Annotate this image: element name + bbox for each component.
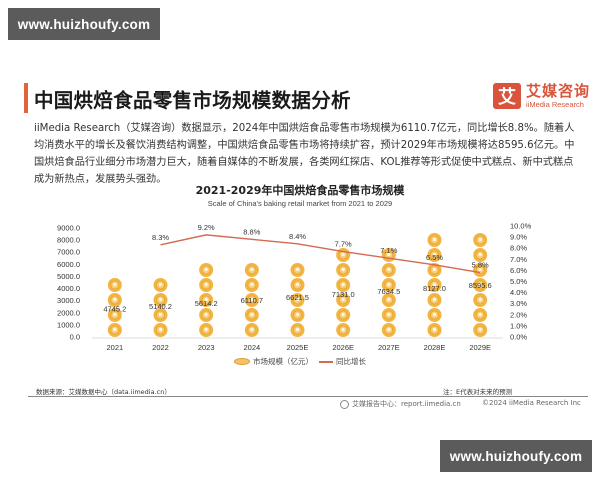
combo-chart: 0.0 1000.0 2000.0 3000.0 4000.0 5000.0 6000.0 7… — [57, 222, 532, 353]
x-category-label: 2025E — [287, 343, 309, 352]
y-right-tick: 6.0% — [510, 266, 527, 275]
x-category-label: 2023 — [198, 343, 215, 352]
y-right-tick: 5.0% — [510, 277, 527, 286]
bar-value-label: 5614.2 — [195, 299, 218, 308]
chart-legend: 市场规模（亿元） 同比增长 — [0, 356, 600, 367]
y-right-tick: 0.0% — [510, 333, 527, 342]
y-right-tick: 8.0% — [510, 244, 527, 253]
y-right-tick: 7.0% — [510, 255, 527, 264]
coin-stack-bar — [290, 263, 305, 337]
growth-value-label: 9.2% — [198, 223, 215, 232]
watermark-bottom: www.huizhoufy.com — [440, 440, 592, 472]
coin-stack-bar — [153, 278, 168, 337]
bar-value-label: 7131.0 — [332, 290, 355, 299]
bar-value-label: 4745.2 — [103, 304, 126, 313]
legend-item-growth: 同比增长 — [319, 356, 366, 367]
bar-value-label: 8595.6 — [469, 281, 492, 290]
growth-value-label: 7.1% — [380, 246, 397, 255]
x-category-label: 2028E — [424, 343, 446, 352]
title-accent-bar — [24, 83, 28, 113]
logo-mark-icon: 艾 — [493, 83, 521, 109]
growth-value-label: 6.5% — [426, 253, 443, 262]
y-right-tick: 3.0% — [510, 299, 527, 308]
coin-stack-bar — [381, 248, 396, 337]
y-left-tick: 9000.0 — [57, 224, 80, 233]
y-left-tick: 6000.0 — [57, 260, 80, 269]
legend-bar-label: 市场规模（亿元） — [253, 357, 313, 366]
y-right-tick: 4.0% — [510, 288, 527, 297]
bar-value-label: 6621.5 — [286, 293, 309, 302]
coin-legend-icon — [234, 358, 250, 365]
growth-value-label: 8.3% — [152, 233, 169, 242]
coin-stack-bar — [336, 248, 351, 337]
x-category-label: 2024 — [243, 343, 260, 352]
data-source: 数据来源：艾媒数据中心（data.iimedia.cn） — [36, 388, 171, 396]
legend-line-label: 同比增长 — [336, 357, 366, 366]
growth-line — [160, 234, 481, 274]
x-category-label: 2029E — [469, 343, 491, 352]
growth-value-label: 7.7% — [335, 240, 352, 249]
footer-divider — [28, 396, 588, 397]
report-center: 艾媒报告中心：report.iimedia.cn — [340, 399, 461, 409]
y-left-tick: 3000.0 — [57, 296, 80, 305]
watermark-top: www.huizhoufy.com — [8, 8, 160, 40]
coin-stack-bar — [199, 263, 214, 337]
page-title: 中国烘焙食品零售市场规模数据分析 — [34, 89, 351, 112]
chart-title: 2021-2029年中国烘焙食品零售市场规模 — [195, 184, 405, 197]
bar-value-label: 6110.7 — [241, 296, 263, 305]
bar-value-label: 5140.2 — [149, 302, 172, 311]
growth-value-label: 8.8% — [243, 227, 260, 236]
growth-value-label: 5.8% — [472, 261, 489, 270]
y-left-tick: 4000.0 — [57, 284, 80, 293]
y-right-tick: 2.0% — [510, 310, 527, 319]
chart-subtitle: Scale of China's baking retail market fr… — [207, 199, 393, 208]
x-category-label: 2026E — [332, 343, 354, 352]
y-right-tick: 1.0% — [510, 321, 527, 330]
y-right-tick: 9.0% — [510, 233, 527, 242]
description-paragraph: iiMedia Research（艾媒咨询）数据显示，2024年中国烘焙食品零售… — [34, 123, 575, 185]
coin-stack-bar — [473, 233, 488, 337]
logo-cn-text: 艾媒咨询 — [526, 81, 591, 100]
copyright: ©2024 iiMedia Research Inc — [482, 399, 581, 407]
x-category-label: 2021 — [106, 343, 123, 352]
x-category-label: 2022 — [152, 343, 169, 352]
y-left-tick: 8000.0 — [57, 236, 80, 245]
report-center-text: 艾媒报告中心：report.iimedia.cn — [352, 400, 461, 408]
report-center-icon — [340, 399, 349, 409]
y-left-tick: 5000.0 — [57, 272, 80, 281]
y-left-tick: 1000.0 — [57, 320, 80, 329]
bar-value-label: 7634.5 — [377, 287, 400, 296]
logo-en-text: iiMedia Research — [526, 99, 584, 109]
line-legend-icon — [319, 360, 333, 363]
y-right-tick: 10.0% — [510, 222, 532, 231]
iimedia-logo: 艾 艾媒咨询 iiMedia Research — [493, 83, 590, 109]
y-left-tick: 7000.0 — [57, 248, 80, 257]
legend-item-market-size: 市场规模（亿元） — [234, 356, 313, 367]
forecast-note: 注：E代表对未来的预测 — [443, 388, 513, 396]
coin-stack-bar — [107, 278, 122, 337]
coin-stack-bar — [427, 233, 442, 337]
growth-value-label: 8.4% — [289, 232, 306, 241]
bar-value-label: 8127.0 — [423, 284, 446, 293]
y-left-tick: 0.0 — [70, 333, 80, 342]
y-left-tick: 2000.0 — [57, 308, 80, 317]
coin-stack-bar — [244, 263, 259, 337]
x-category-label: 2027E — [378, 343, 400, 352]
